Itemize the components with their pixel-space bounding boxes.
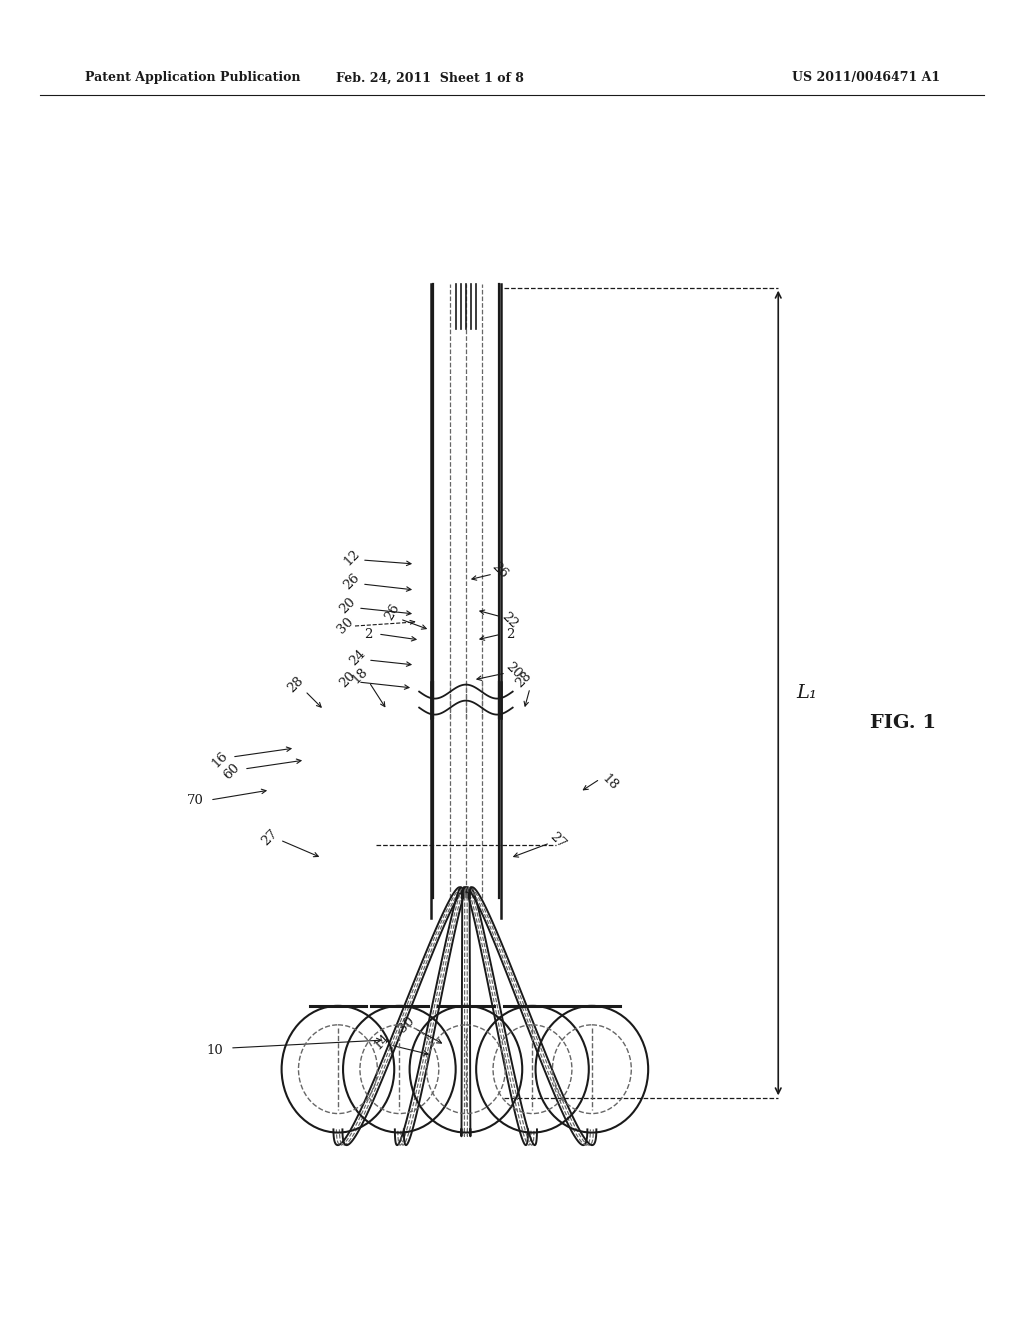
Text: 20: 20 [504,660,524,681]
Text: Patent Application Publication: Patent Application Publication [85,71,300,84]
Text: 30: 30 [395,1015,417,1036]
Text: 10: 10 [207,1044,223,1056]
Text: 28: 28 [513,669,535,690]
Text: 60: 60 [221,762,243,783]
Text: 28: 28 [286,675,306,696]
Text: 26: 26 [341,572,362,593]
Text: US 2011/0046471 A1: US 2011/0046471 A1 [792,71,940,84]
Text: 24: 24 [347,648,369,668]
Text: 18: 18 [349,665,371,686]
Text: 22: 22 [500,610,520,631]
Text: 27: 27 [259,828,281,849]
Text: 20: 20 [338,669,358,690]
Text: 16: 16 [210,750,230,771]
Text: 2: 2 [364,627,372,640]
Text: 30: 30 [335,615,355,636]
Text: L₁: L₁ [797,684,817,702]
Text: Feb. 24, 2011  Sheet 1 of 8: Feb. 24, 2011 Sheet 1 of 8 [336,71,524,84]
Text: 20: 20 [338,595,358,616]
Text: 26: 26 [489,560,511,581]
Text: 12: 12 [341,548,362,569]
Text: 2: 2 [506,627,514,640]
Text: FIG. 1: FIG. 1 [870,714,936,733]
Text: 27: 27 [548,829,568,850]
Text: 26: 26 [382,602,401,623]
Text: 14: 14 [372,1031,392,1052]
Text: 70: 70 [186,793,204,807]
Text: 18: 18 [599,771,621,792]
